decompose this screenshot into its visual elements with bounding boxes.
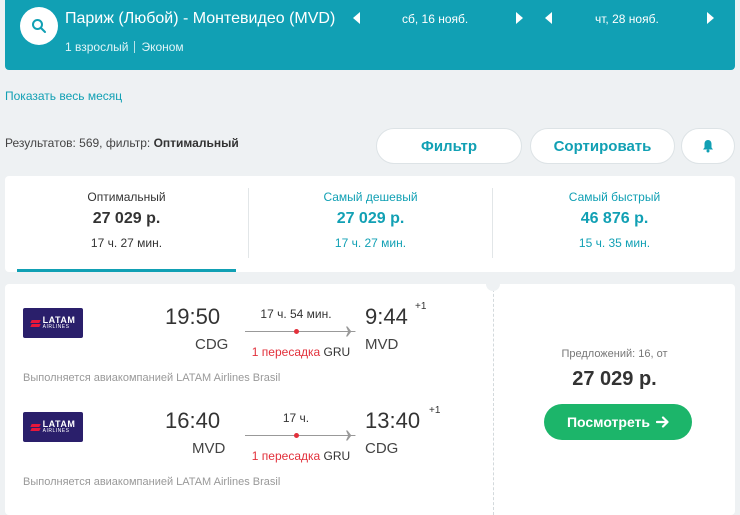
next-day-badge: +1 bbox=[415, 301, 427, 312]
logo-subtext: AIRLINES bbox=[42, 428, 70, 434]
plane-icon bbox=[344, 326, 356, 337]
view-offer-button[interactable]: Посмотреть bbox=[544, 404, 692, 440]
flight-duration: 17 ч. bbox=[282, 411, 310, 425]
alert-button[interactable] bbox=[681, 128, 735, 164]
stop-dot bbox=[294, 433, 299, 438]
operated-by: Выполняется авиакомпанией LATAM Airlines… bbox=[23, 476, 281, 488]
arrival-time: 9:44 bbox=[365, 304, 408, 329]
tab-fastest[interactable]: Самый быстрый 46 876 р. 15 ч. 35 мин. bbox=[493, 176, 736, 272]
tab-duration: 17 ч. 27 мин. bbox=[334, 236, 407, 250]
search-icon bbox=[32, 19, 46, 33]
sort-button[interactable]: Сортировать bbox=[530, 128, 675, 164]
latam-logo-icon bbox=[31, 423, 40, 432]
arrival-time: 13:40 bbox=[365, 408, 421, 433]
tab-duration: 15 ч. 35 мин. bbox=[578, 236, 651, 250]
tab-label: Самый дешевый bbox=[323, 190, 418, 204]
next-day-badge: +1 bbox=[429, 405, 441, 416]
logo-text: LATAM bbox=[42, 419, 76, 429]
airline-logo: LATAM AIRLINES bbox=[23, 308, 83, 338]
card-notch bbox=[486, 277, 500, 291]
return-prev-icon[interactable] bbox=[545, 12, 552, 24]
tab-price: 27 029 р. bbox=[92, 210, 161, 227]
departure-airport: CDG bbox=[195, 336, 229, 353]
offers-count: Предложений: 16, от bbox=[561, 348, 668, 360]
stops-count: 1 пересадка bbox=[251, 449, 321, 463]
arrival-airport: CDG bbox=[365, 440, 399, 457]
stops-info: 1 пересадка GRU bbox=[241, 449, 361, 463]
tab-price: 27 029 р. bbox=[336, 210, 405, 227]
depart-prev-icon[interactable] bbox=[353, 12, 360, 24]
arrival-airport: MVD bbox=[365, 336, 399, 353]
tab-duration: 17 ч. 27 мин. bbox=[90, 236, 163, 250]
plane-icon bbox=[344, 430, 356, 441]
search-button[interactable] bbox=[20, 7, 58, 45]
result-price: 27 029 р. bbox=[572, 368, 657, 390]
airline-logo: LATAM AIRLINES bbox=[23, 412, 83, 442]
sort-button-label: Сортировать bbox=[553, 137, 652, 155]
card-divider bbox=[493, 284, 494, 515]
latam-logo-icon bbox=[31, 319, 40, 328]
flight-duration: 17 ч. 54 мин. bbox=[260, 307, 332, 321]
view-button-label: Посмотреть bbox=[566, 414, 651, 430]
results-filter: Оптимальный bbox=[153, 136, 239, 150]
flight-result-card[interactable]: LATAM AIRLINES 19:50 CDG 17 ч. 54 мин. 1… bbox=[5, 277, 735, 515]
cabin-label: Эконом bbox=[141, 40, 184, 54]
tab-label: Самый быстрый bbox=[568, 190, 661, 204]
tab-price: 46 876 р. bbox=[580, 210, 649, 227]
search-header: Париж (Любой) - Монтевидео (MVD) 1 взрос… bbox=[5, 0, 735, 70]
operated-by: Выполняется авиакомпанией LATAM Airlines… bbox=[23, 372, 281, 384]
stops-count: 1 пересадка bbox=[251, 345, 321, 359]
passengers-label: 1 взрослый bbox=[65, 40, 129, 54]
logo-text: LATAM bbox=[42, 315, 76, 325]
logo-subtext: AIRLINES bbox=[42, 324, 70, 330]
stops-info: 1 пересадка GRU bbox=[241, 345, 361, 359]
tab-divider bbox=[492, 188, 493, 258]
stop-airport: GRU bbox=[323, 449, 351, 463]
active-tab-indicator bbox=[17, 269, 236, 272]
bell-icon bbox=[703, 140, 713, 153]
filter-button[interactable]: Фильтр bbox=[376, 128, 522, 164]
show-month-link[interactable]: Показать весь месяц bbox=[5, 89, 123, 103]
depart-date[interactable]: сб, 16 нояб. bbox=[402, 12, 469, 26]
route-title[interactable]: Париж (Любой) - Монтевидео (MVD) bbox=[65, 10, 336, 27]
tab-label: Оптимальный bbox=[87, 190, 166, 204]
departure-time: 19:50 bbox=[165, 304, 221, 329]
departure-airport: MVD bbox=[192, 440, 226, 457]
tab-divider bbox=[248, 188, 249, 258]
results-summary: Результатов: 569, фильтр: Оптимальный bbox=[5, 136, 239, 150]
search-params[interactable]: 1 взрослый Эконом bbox=[65, 40, 184, 54]
separator bbox=[134, 41, 136, 53]
tab-optimal[interactable]: Оптимальный 27 029 р. 17 ч. 27 мин. bbox=[5, 176, 248, 272]
depart-next-icon[interactable] bbox=[516, 12, 523, 24]
stop-dot bbox=[294, 329, 299, 334]
departure-time: 16:40 bbox=[165, 408, 221, 433]
sort-tabs: Оптимальный 27 029 р. 17 ч. 27 мин. Самы… bbox=[5, 176, 735, 272]
tab-cheapest[interactable]: Самый дешевый 27 029 р. 17 ч. 27 мин. bbox=[249, 176, 492, 272]
return-date[interactable]: чт, 28 нояб. bbox=[595, 12, 659, 26]
stop-airport: GRU bbox=[323, 345, 351, 359]
return-next-icon[interactable] bbox=[707, 12, 714, 24]
filter-button-label: Фильтр bbox=[421, 137, 477, 155]
arrow-right-icon bbox=[656, 416, 669, 428]
results-count: Результатов: 569, фильтр: bbox=[5, 136, 151, 150]
